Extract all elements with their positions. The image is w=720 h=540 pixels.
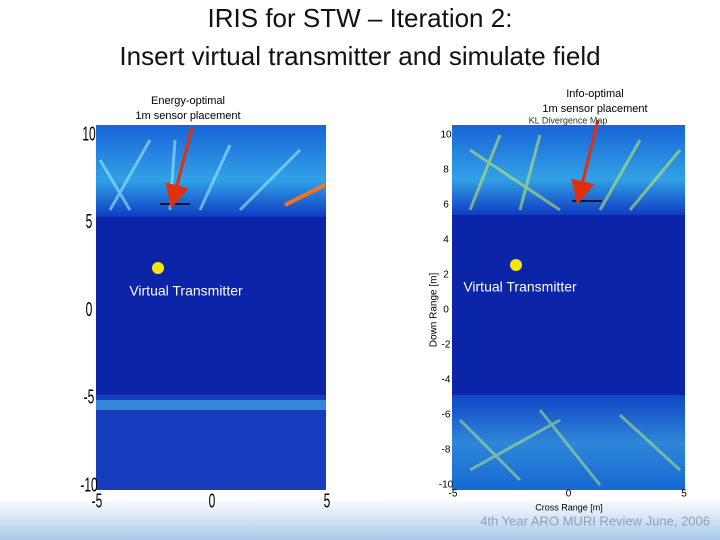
y-tick-label: -10 xyxy=(439,480,454,491)
x-tick-label: -5 xyxy=(92,490,103,512)
right-field xyxy=(452,119,685,490)
y-tick-label: 8 xyxy=(443,165,449,176)
y-tick-label: -2 xyxy=(442,340,451,351)
field-streak xyxy=(458,409,682,486)
field-region xyxy=(452,395,685,490)
plot-title: KL Divergence Map xyxy=(529,115,608,125)
arrow xyxy=(165,127,194,209)
y-tick-label: -6 xyxy=(442,410,451,421)
y-tick-label: -5 xyxy=(84,387,95,409)
field-streak xyxy=(284,183,326,207)
y-tick-label: 5 xyxy=(86,211,93,233)
y-tick-label: -8 xyxy=(442,445,451,456)
annotation: 1m sensor placement xyxy=(542,103,647,115)
transmitter-dot xyxy=(152,262,164,274)
footer-band xyxy=(0,498,720,540)
annotation: Info-optimal xyxy=(566,88,623,100)
field-streak xyxy=(468,134,682,212)
axis-label: Down Range [m] xyxy=(429,273,440,348)
y-tick-label: 6 xyxy=(443,200,449,211)
y-tick-label: 2 xyxy=(443,270,449,281)
left-field xyxy=(96,125,326,490)
y-tick-label: 10 xyxy=(82,123,95,145)
y-tick-label: 0 xyxy=(86,299,93,321)
field-region xyxy=(96,395,326,490)
title-line: IRIS for STW – Iteration 2: xyxy=(208,3,513,33)
y-tick-label: -4 xyxy=(442,375,451,386)
footer: 4th Year ARO MURI Review June, 2006 xyxy=(480,513,710,528)
x-tick-label: 5 xyxy=(324,490,331,512)
annotation: Energy-optimal xyxy=(151,95,225,107)
field-region xyxy=(452,125,685,215)
x-tick-label: 0 xyxy=(566,489,572,500)
axis-label: Cross Range [m] xyxy=(535,502,603,512)
annotation: 1m sensor placement xyxy=(135,110,240,122)
title-line: Insert virtual transmitter and simulate … xyxy=(119,41,600,71)
x-tick-label: -5 xyxy=(449,489,458,500)
y-tick-label: 4 xyxy=(443,235,449,246)
field-streak xyxy=(96,400,326,410)
x-tick-label: 5 xyxy=(681,489,687,500)
field-streak xyxy=(98,139,302,212)
panel-label: Virtual Transmitter xyxy=(129,283,243,299)
y-tick-label: -10 xyxy=(80,474,97,496)
y-tick-label: 10 xyxy=(440,130,452,141)
y-tick-label: 0 xyxy=(443,305,449,316)
x-tick-label: 0 xyxy=(209,490,216,512)
arrow xyxy=(571,119,600,205)
transmitter-dot xyxy=(510,259,522,271)
panel-label: Virtual Transmitter xyxy=(463,279,577,295)
